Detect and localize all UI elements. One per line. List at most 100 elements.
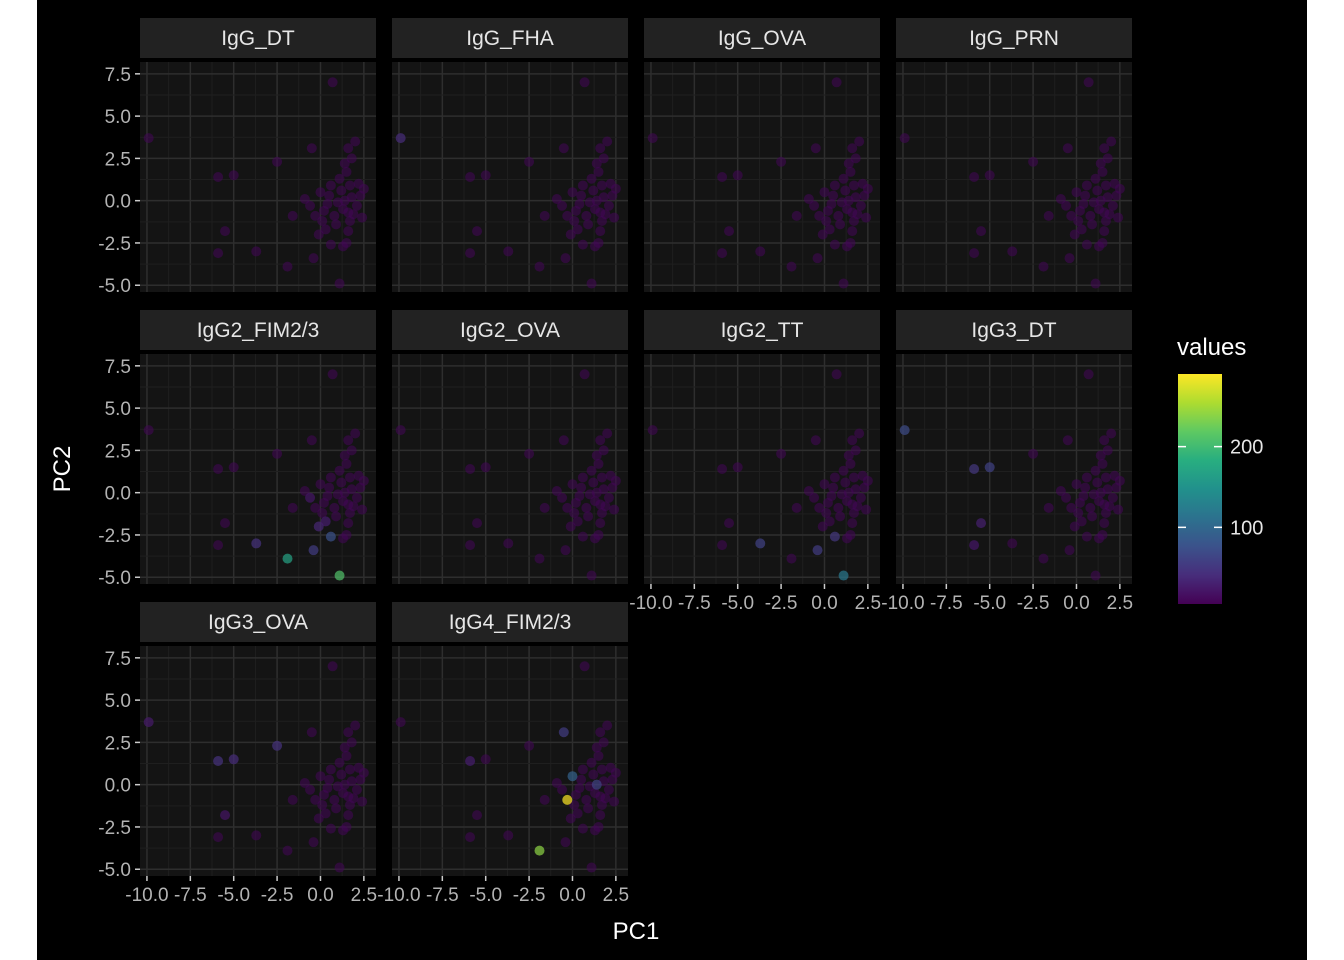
- data-point: [1099, 143, 1110, 154]
- y-tick-label: -5.0: [98, 276, 131, 297]
- data-point: [1099, 499, 1110, 510]
- panel-strip: [896, 18, 1132, 58]
- data-point: [341, 237, 352, 248]
- panel: IgG_DT -5.0 -2.5 0.0 2.5 5.0 7.5: [98, 18, 376, 297]
- data-point: [572, 224, 583, 235]
- data-point: [1028, 448, 1039, 459]
- data-point: [1113, 212, 1124, 223]
- data-point: [595, 810, 606, 821]
- panel: IgG3_OVA -5.0 -2.5 0.0 2.5 5.0 7.5 -10.0 -7.5 -5.…: [98, 602, 377, 906]
- data-point: [287, 794, 298, 805]
- data-point: [1090, 570, 1101, 581]
- data-point: [1097, 237, 1108, 248]
- data-point: [576, 482, 587, 493]
- data-point: [829, 472, 840, 483]
- data-point: [1078, 491, 1089, 502]
- data-point: [329, 502, 340, 513]
- data-point: [331, 511, 342, 522]
- data-point: [315, 771, 326, 782]
- data-point-highlight: [899, 425, 910, 436]
- panel-strip-label: IgG4_FIM2/3: [449, 611, 572, 634]
- x-tick-label: 2.5: [351, 885, 377, 906]
- data-point: [1038, 553, 1049, 564]
- data-point: [343, 791, 354, 802]
- data-point: [732, 170, 743, 181]
- data-point: [1097, 529, 1108, 540]
- x-tick-label: -2.5: [513, 885, 546, 906]
- data-point: [322, 199, 333, 210]
- data-point: [848, 472, 859, 483]
- data-point: [343, 143, 354, 154]
- data-point: [339, 450, 350, 461]
- data-point: [1073, 215, 1084, 226]
- x-tick-label: -2.5: [261, 885, 294, 906]
- data-point: [1099, 435, 1110, 446]
- data-point: [810, 143, 821, 154]
- data-point: [1043, 502, 1054, 513]
- data-point: [596, 215, 607, 226]
- data-point: [1100, 215, 1111, 226]
- data-point: [1081, 180, 1092, 191]
- data-point: [1071, 187, 1082, 198]
- data-point: [591, 450, 602, 461]
- data-point: [287, 502, 298, 513]
- data-point: [343, 518, 354, 529]
- data-point: [341, 458, 352, 469]
- data-point: [854, 136, 865, 147]
- data-point: [586, 570, 597, 581]
- data-point: [1102, 445, 1113, 456]
- panel: IgG_FHA: [392, 18, 628, 292]
- x-tick-label: 2.5: [855, 593, 881, 614]
- data-point: [1055, 193, 1066, 204]
- data-point: [609, 796, 620, 807]
- data-point: [1106, 428, 1117, 439]
- data-point: [341, 821, 352, 832]
- data-point: [567, 187, 578, 198]
- data-point: [355, 482, 366, 493]
- data-point-highlight: [308, 545, 319, 556]
- data-point: [593, 237, 604, 248]
- data-point: [213, 540, 224, 551]
- data-point: [1007, 538, 1018, 549]
- y-tick-label: -2.5: [98, 818, 131, 839]
- x-tick-label: -7.5: [930, 593, 963, 614]
- data-point: [324, 482, 335, 493]
- data-point: [1092, 185, 1103, 196]
- data-point: [1061, 200, 1072, 211]
- data-point: [539, 210, 550, 221]
- data-point: [724, 518, 735, 529]
- data-point: [334, 862, 345, 873]
- data-point: [577, 531, 588, 542]
- data-point: [343, 207, 354, 218]
- y-tick-label: -2.5: [98, 234, 131, 255]
- data-point: [344, 472, 355, 483]
- data-point: [472, 810, 483, 821]
- data-point: [831, 77, 842, 88]
- data-point: [577, 472, 588, 483]
- data-point: [251, 246, 262, 257]
- data-point: [591, 487, 602, 498]
- data-point: [577, 239, 588, 250]
- data-point: [1095, 195, 1106, 206]
- data-point-highlight: [465, 756, 476, 766]
- data-point: [308, 253, 319, 264]
- data-point: [598, 737, 609, 748]
- x-tick-label: -5.0: [721, 593, 754, 614]
- data-point-highlight: [334, 570, 345, 581]
- data-point: [565, 229, 576, 240]
- data-point: [1099, 518, 1110, 529]
- y-tick-label: 2.5: [105, 149, 131, 170]
- data-point: [313, 229, 324, 240]
- data-point: [339, 779, 350, 790]
- data-point: [607, 190, 618, 201]
- x-tick-label: -10.0: [125, 885, 168, 906]
- data-point: [602, 428, 613, 439]
- data-point: [828, 482, 839, 493]
- data-point: [569, 799, 580, 810]
- data-point: [583, 219, 594, 230]
- data-point: [1069, 521, 1080, 532]
- data-point: [336, 769, 347, 780]
- data-point: [593, 750, 604, 761]
- data-point: [344, 507, 355, 518]
- data-point: [1078, 199, 1089, 210]
